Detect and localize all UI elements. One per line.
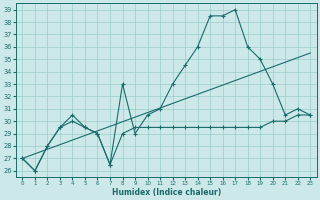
X-axis label: Humidex (Indice chaleur): Humidex (Indice chaleur) — [112, 188, 221, 197]
